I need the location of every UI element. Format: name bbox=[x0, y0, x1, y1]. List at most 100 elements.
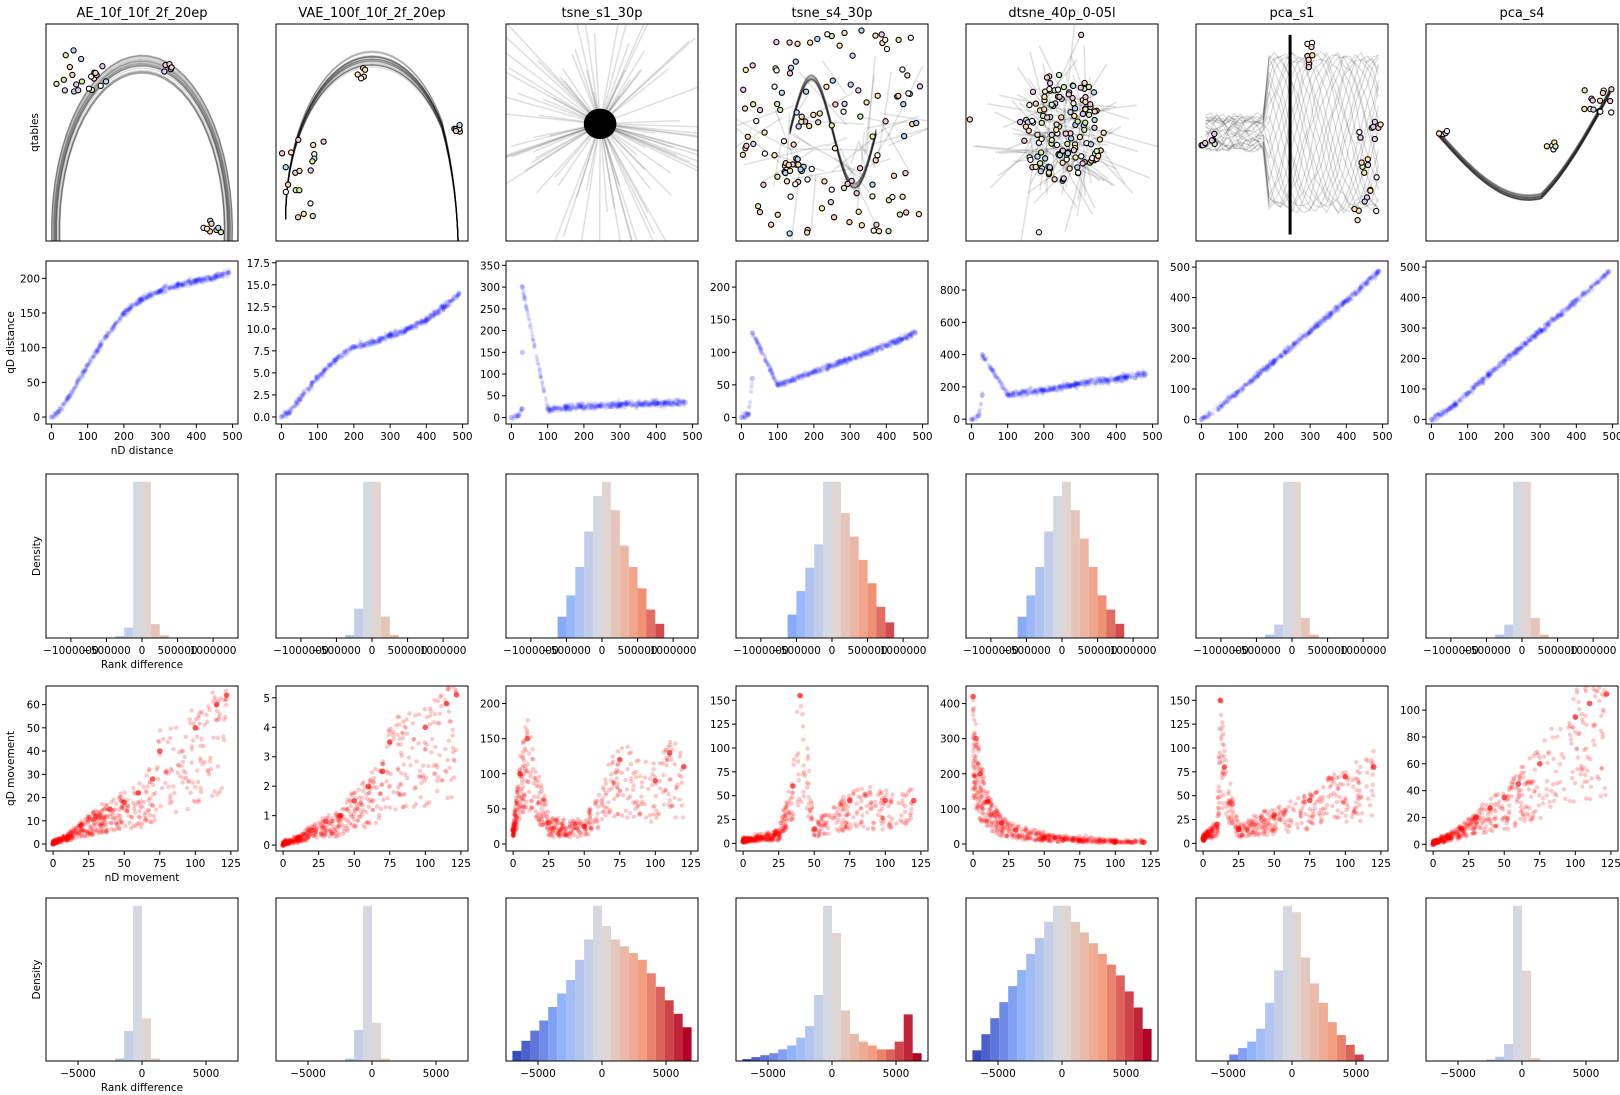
trajectory-line bbox=[1076, 158, 1089, 216]
scatter-point bbox=[299, 397, 303, 401]
scatter-point bbox=[1124, 375, 1129, 380]
scatter-point bbox=[1256, 373, 1261, 378]
scatter-point bbox=[311, 380, 316, 385]
scatter-point bbox=[176, 281, 181, 285]
scatter-point bbox=[900, 336, 905, 341]
scatter-point bbox=[1318, 320, 1323, 324]
scatter-point bbox=[675, 403, 680, 408]
scatter-point bbox=[635, 402, 640, 407]
scatter-point bbox=[636, 401, 641, 406]
trajectory-panel-4 bbox=[966, 24, 1158, 241]
scatter-point bbox=[1105, 381, 1110, 385]
trajectory-point bbox=[1059, 147, 1067, 154]
scatter-point bbox=[1117, 378, 1122, 383]
scatter-point bbox=[1135, 371, 1140, 376]
scatter-point bbox=[893, 341, 898, 346]
scatter-point bbox=[1081, 379, 1086, 383]
scatter-point bbox=[619, 401, 624, 406]
scatter-point bbox=[795, 375, 800, 380]
scatter-point bbox=[1092, 377, 1097, 382]
scatter-point bbox=[662, 402, 667, 407]
scatter-point bbox=[513, 413, 518, 418]
scatter-point bbox=[145, 295, 150, 299]
scatter-point bbox=[539, 374, 544, 378]
scatter-point bbox=[387, 333, 392, 338]
scatter-point bbox=[429, 312, 434, 317]
scatter-point bbox=[840, 358, 845, 363]
scatter-point bbox=[1074, 382, 1079, 387]
scatter-point bbox=[754, 338, 759, 343]
scatter-point bbox=[889, 340, 894, 345]
scatter-point bbox=[896, 337, 901, 342]
trajectory-point bbox=[875, 228, 883, 235]
scatter-point bbox=[1066, 386, 1071, 391]
scatter-point bbox=[1107, 377, 1112, 382]
scatter-point bbox=[1365, 279, 1370, 284]
trajectory-line bbox=[599, 123, 633, 241]
scatter-point bbox=[594, 404, 599, 409]
scatter-point bbox=[283, 410, 288, 415]
scatter-point bbox=[655, 400, 660, 405]
scatter-point bbox=[361, 343, 365, 348]
scatter-point bbox=[212, 272, 217, 277]
scatter-point bbox=[880, 347, 885, 352]
scatter-point bbox=[61, 402, 66, 407]
scatter-point bbox=[881, 343, 885, 348]
trajectory-line bbox=[1027, 156, 1080, 194]
scatter-point bbox=[73, 383, 78, 388]
scatter-point bbox=[187, 281, 192, 286]
trajectory-point bbox=[869, 181, 876, 188]
scatter-point bbox=[1256, 372, 1261, 377]
scatter-point bbox=[577, 405, 582, 410]
scatter-point bbox=[338, 353, 343, 358]
scatter-point bbox=[1043, 388, 1048, 393]
scatter-point bbox=[681, 402, 686, 407]
scatter-point bbox=[52, 415, 57, 420]
scatter-point bbox=[387, 333, 392, 338]
scatter-point bbox=[201, 280, 206, 285]
scatter-point bbox=[1340, 300, 1345, 305]
scatter-point bbox=[106, 334, 111, 338]
scatter-point bbox=[1058, 386, 1063, 391]
scatter-point bbox=[384, 336, 389, 341]
trajectory-point bbox=[1065, 91, 1072, 98]
scatter-point bbox=[618, 403, 623, 408]
scatter-point bbox=[867, 348, 872, 353]
scatter-point bbox=[651, 398, 655, 403]
scatter-point bbox=[209, 277, 214, 282]
scatter-point bbox=[891, 338, 896, 343]
scatter-point bbox=[889, 340, 894, 345]
row1-x-tick-label: 400 bbox=[1106, 431, 1126, 443]
scatter-point bbox=[144, 296, 149, 301]
scatter-point bbox=[366, 340, 371, 344]
scatter-point bbox=[120, 311, 125, 315]
scatter-point bbox=[371, 341, 376, 346]
scatter-point bbox=[87, 360, 92, 365]
scatter-point bbox=[978, 402, 983, 407]
scatter-point bbox=[1124, 374, 1129, 379]
scatter-point bbox=[876, 346, 881, 351]
scatter-point bbox=[1104, 380, 1109, 385]
scatter-point bbox=[1259, 370, 1264, 375]
scatter-point bbox=[899, 338, 904, 343]
trajectory-line bbox=[1205, 51, 1379, 213]
scatter-point bbox=[564, 405, 569, 410]
scatter-point bbox=[71, 387, 76, 392]
scatter-point bbox=[1250, 379, 1255, 384]
scatter-point bbox=[802, 374, 807, 378]
scatter-point bbox=[545, 404, 550, 409]
scatter-point bbox=[1298, 335, 1303, 340]
scatter-point bbox=[1265, 363, 1270, 368]
trajectory-line bbox=[599, 40, 690, 125]
scatter-point bbox=[160, 286, 165, 291]
scatter-point bbox=[405, 326, 410, 331]
scatter-point bbox=[971, 417, 976, 422]
scatter-point bbox=[1023, 391, 1028, 395]
scatter-point bbox=[1004, 392, 1009, 397]
scatter-point bbox=[397, 331, 402, 336]
trajectory-point bbox=[1037, 149, 1045, 156]
scatter-point bbox=[801, 374, 806, 379]
scatter-point bbox=[432, 314, 437, 319]
scatter-point bbox=[660, 399, 665, 404]
scatter-point bbox=[1128, 371, 1133, 376]
